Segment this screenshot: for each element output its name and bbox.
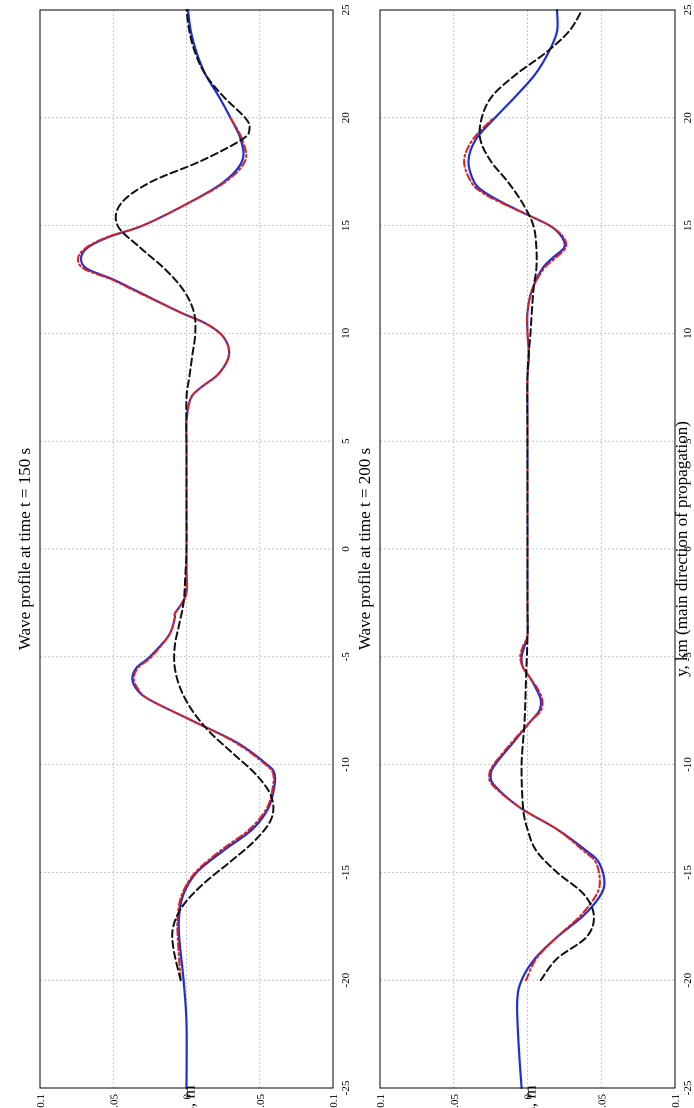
y-tick-label: 0.1 bbox=[35, 1094, 47, 1108]
x-tick-label: 0 bbox=[340, 546, 352, 552]
y-tick-label: 0.05 bbox=[108, 1094, 120, 1108]
x-tick-label: -10 bbox=[682, 757, 694, 772]
y-tick-label: 0 bbox=[523, 1094, 535, 1100]
x-tick-label: -25 bbox=[340, 1080, 352, 1095]
x-tick-label: 20 bbox=[682, 112, 694, 124]
y-axis-label: z, m bbox=[521, 1085, 540, 1108]
y-tick-label: -0.05 bbox=[596, 1094, 608, 1108]
grid-lines bbox=[40, 10, 333, 1088]
x-tick-label: 10 bbox=[340, 327, 352, 339]
x-tick-label: -20 bbox=[340, 972, 352, 987]
x-tick-label: -5 bbox=[340, 652, 352, 662]
x-tick-label: 25 bbox=[682, 4, 694, 16]
y-tick-label: 0.05 bbox=[449, 1094, 461, 1108]
y-tick-label: -0.05 bbox=[255, 1094, 267, 1108]
series-line-solid bbox=[79, 8, 277, 1090]
x-tick-label: -10 bbox=[340, 757, 352, 772]
x-tick-label: 15 bbox=[340, 220, 352, 232]
x-tick-label: 5 bbox=[682, 438, 694, 444]
plot-frame bbox=[379, 9, 676, 1089]
chart-panel-t200: -25 -20 -15 -10 -5 0 5 10 15 20 25 -0.1 -0.05 0 0.05 0.… bbox=[355, 4, 694, 1108]
x-tick-label: 5 bbox=[340, 438, 352, 444]
chart-title: Wave profile at time t = 200 s bbox=[355, 448, 374, 650]
x-tick-label: 25 bbox=[340, 4, 352, 16]
series-lines bbox=[76, 8, 277, 1090]
x-tick-label: -15 bbox=[682, 865, 694, 880]
x-tick-label: -15 bbox=[340, 865, 352, 880]
chart-panel-t150: -25 -20 -15 -10 -5 0 5 10 15 20 25 -0.1 -0.05 0 0.05 0.… bbox=[15, 4, 352, 1108]
tick-labels: -25 -20 -15 -10 -5 0 5 10 15 20 25 -0.1 -0.05 0 0.05 0.… bbox=[375, 4, 694, 1108]
y-tick-label: -0.1 bbox=[328, 1094, 340, 1108]
series-line-dashed bbox=[478, 9, 595, 982]
series-line-dashed bbox=[114, 9, 275, 982]
grid-lines bbox=[380, 10, 675, 1088]
plot-frame bbox=[39, 9, 334, 1089]
y-axis-label: z, m bbox=[180, 1085, 199, 1108]
x-tick-label: -25 bbox=[682, 1080, 694, 1095]
x-tick-label: 20 bbox=[340, 112, 352, 124]
x-tick-label: -5 bbox=[682, 652, 694, 662]
chart-title: Wave profile at time t = 150 s bbox=[15, 448, 34, 650]
x-tick-label: 15 bbox=[682, 220, 694, 232]
tick-labels: -25 -20 -15 -10 -5 0 5 10 15 20 25 -0.1 -0.05 0 0.05 0.… bbox=[35, 4, 352, 1108]
y-tick-label: -0.1 bbox=[670, 1094, 682, 1108]
y-tick-label: 0.1 bbox=[375, 1094, 387, 1108]
x-tick-label: 0 bbox=[682, 546, 694, 552]
x-tick-label: 10 bbox=[682, 327, 694, 339]
y-tick-label: 0 bbox=[182, 1094, 194, 1100]
x-tick-label: -20 bbox=[682, 972, 694, 987]
x-axis-label: y, km (main direction of propagation) bbox=[672, 421, 691, 677]
series-lines bbox=[463, 8, 606, 1090]
